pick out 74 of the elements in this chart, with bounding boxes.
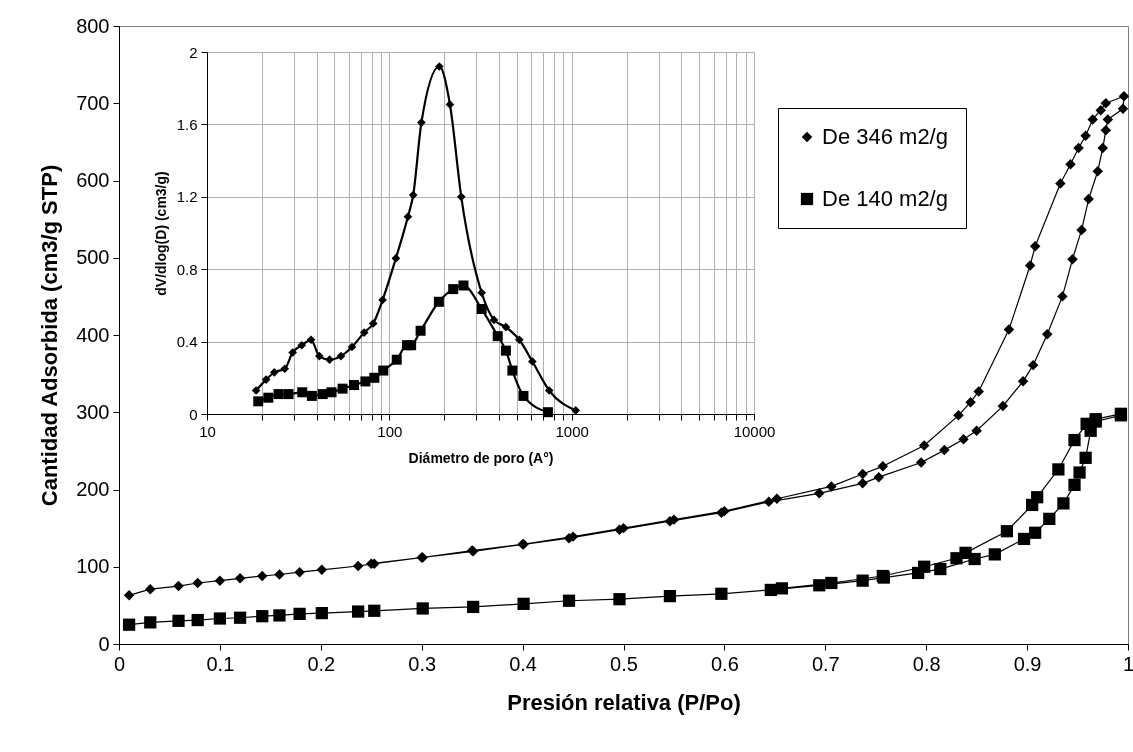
y-tick-label: 0 (98, 632, 110, 655)
y-tick-label: 400 (76, 323, 110, 346)
y-tick-label: 0.8 (176, 260, 198, 278)
point (934, 562, 947, 576)
point (663, 589, 677, 603)
y-tick-label: 500 (76, 246, 110, 269)
x-tick-label: 0.5 (610, 652, 638, 675)
point (122, 618, 136, 631)
point (1057, 497, 1070, 510)
x-tick-label: 10 (199, 422, 216, 440)
point (256, 610, 269, 623)
point (1068, 478, 1081, 491)
y-tick-label: 600 (76, 169, 110, 191)
legend-label: De 346 m2/g (822, 124, 948, 149)
point (825, 576, 838, 590)
point (1068, 433, 1081, 447)
x-axis-title: Presión relativa (P/Po) (507, 689, 741, 715)
point (613, 593, 626, 606)
point (368, 604, 381, 617)
point (273, 609, 286, 622)
y-tick-label: 100 (76, 555, 110, 578)
x-tick-label: 1000 (555, 422, 589, 440)
point (775, 582, 789, 595)
point (1052, 463, 1065, 476)
point (172, 614, 185, 627)
point (467, 600, 480, 614)
point (1079, 451, 1092, 464)
y-tick-label: 1.6 (176, 115, 198, 133)
y-tick-label: 300 (76, 400, 110, 423)
legend-label: De 140 m2/g (822, 186, 948, 211)
point (1017, 532, 1031, 546)
point (315, 606, 328, 620)
x-tick-label: 0.1 (206, 652, 235, 675)
y-tick-label: 2 (189, 43, 198, 61)
x-tick-label: 10000 (733, 422, 776, 440)
x-tick-label: 100 (377, 422, 403, 440)
point (856, 574, 869, 587)
x-tick-label: 0.7 (811, 652, 840, 675)
y-axis-title: Cantidad Adsorbida (cm3/g STP) (37, 164, 63, 507)
x-axis-title: Diámetro de poro (A°) (408, 449, 554, 466)
point (562, 594, 576, 607)
point (352, 605, 365, 618)
point (918, 560, 931, 573)
point (1029, 526, 1042, 539)
point (715, 587, 728, 600)
x-tick-label: 0.4 (509, 652, 538, 675)
y-tick-label: 1.2 (176, 188, 198, 206)
point (813, 579, 826, 592)
point (144, 616, 157, 629)
y-tick-label: 0.4 (176, 333, 198, 351)
y-tick-label: 700 (76, 91, 110, 114)
point (950, 552, 963, 565)
x-tick-label: 0.8 (912, 652, 941, 675)
point (1026, 498, 1039, 512)
point (191, 613, 204, 627)
y-axis-title: dV/dlog(D) (cm3/g) (152, 171, 169, 296)
point (988, 548, 1001, 561)
x-tick-label: 0.2 (307, 652, 336, 675)
point (233, 611, 247, 624)
x-tick-label: 0.9 (1013, 652, 1042, 675)
point (213, 612, 227, 625)
y-tick-label: 800 (76, 14, 110, 37)
x-tick-label: 0.6 (710, 652, 739, 675)
point (1043, 512, 1056, 525)
point (293, 607, 306, 620)
point (416, 602, 429, 615)
y-tick-label: 0 (189, 405, 198, 423)
point (517, 597, 530, 610)
y-tick-label: 200 (76, 478, 110, 500)
x-tick-label: 0.3 (408, 652, 437, 675)
x-tick-label: 1 (1122, 652, 1133, 675)
point (1000, 525, 1014, 538)
point (1073, 466, 1086, 479)
x-tick-label: 0 (113, 652, 126, 675)
